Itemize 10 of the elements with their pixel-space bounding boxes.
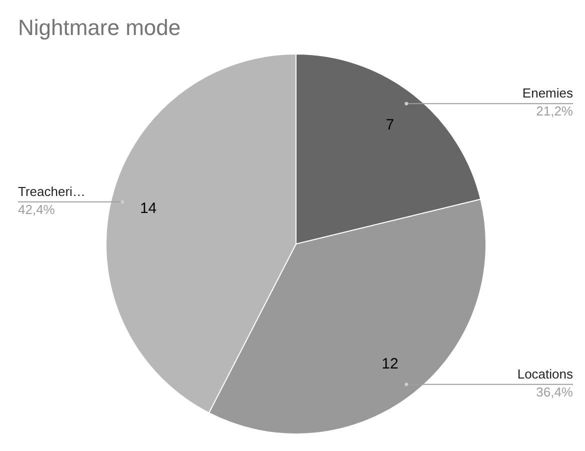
slice-label: Locations [517,366,574,382]
text: 21,2% [536,104,574,119]
text: 36,4% [536,384,574,400]
chart-title: Nightmare mode [18,15,181,40]
slice-label: Enemies [522,86,574,101]
data-label: 7 [386,116,394,134]
data-label: 14 [140,200,157,218]
data-label: 12 [382,355,398,372]
slice-label: Treacheri… [18,184,86,199]
text: 42,4% [18,202,56,217]
